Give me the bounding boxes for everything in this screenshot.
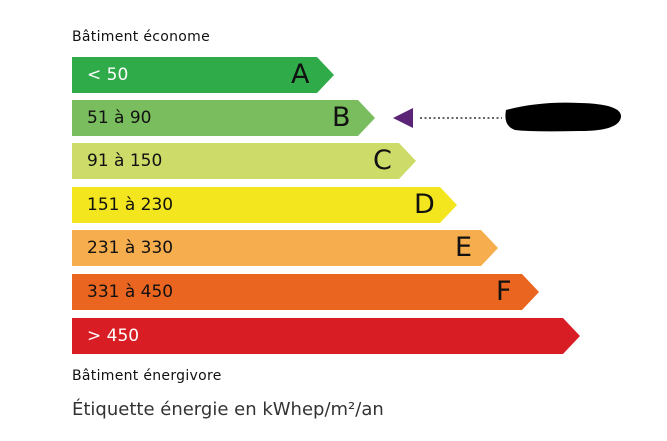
energy-class-c: 91 à 150 C bbox=[72, 143, 416, 179]
class-range: < 50 bbox=[87, 65, 129, 85]
bottom-caption: Bâtiment énergivore bbox=[72, 368, 222, 384]
energy-class-f: 331 à 450 F bbox=[72, 274, 539, 310]
class-bar-shape bbox=[72, 318, 580, 354]
redacted-value bbox=[505, 102, 622, 132]
energy-class-e: 231 à 330 E bbox=[72, 230, 498, 266]
class-range: 331 à 450 bbox=[87, 282, 174, 302]
energy-class-b: 51 à 90 B bbox=[72, 100, 375, 136]
indicator-arrow-icon bbox=[393, 108, 413, 128]
rating-indicator bbox=[393, 102, 622, 132]
class-letter: E bbox=[455, 232, 473, 263]
energy-class-g: > 450 bbox=[72, 318, 580, 354]
class-bar-shape bbox=[72, 143, 416, 179]
class-bar-shape bbox=[72, 274, 539, 310]
class-range: 151 à 230 bbox=[87, 195, 174, 215]
footer-unit: Étiquette énergie en kWhep/m²/an bbox=[72, 399, 384, 420]
class-bar-shape bbox=[72, 57, 334, 93]
energy-class-a: < 50 A bbox=[72, 57, 334, 93]
class-range: > 450 bbox=[87, 326, 140, 346]
class-bar-shape bbox=[72, 100, 375, 136]
class-letter: A bbox=[291, 59, 310, 90]
class-letter: F bbox=[496, 276, 512, 307]
class-letter: B bbox=[332, 102, 351, 133]
class-bar-shape bbox=[72, 230, 498, 266]
class-range: 91 à 150 bbox=[87, 151, 163, 171]
class-bar-shape bbox=[72, 187, 457, 223]
class-letter: D bbox=[414, 189, 435, 220]
top-caption: Bâtiment économe bbox=[72, 29, 210, 45]
class-range: 51 à 90 bbox=[87, 108, 152, 128]
class-letter: C bbox=[373, 145, 392, 176]
class-range: 231 à 330 bbox=[87, 238, 174, 258]
energy-class-d: 151 à 230 D bbox=[72, 187, 457, 223]
